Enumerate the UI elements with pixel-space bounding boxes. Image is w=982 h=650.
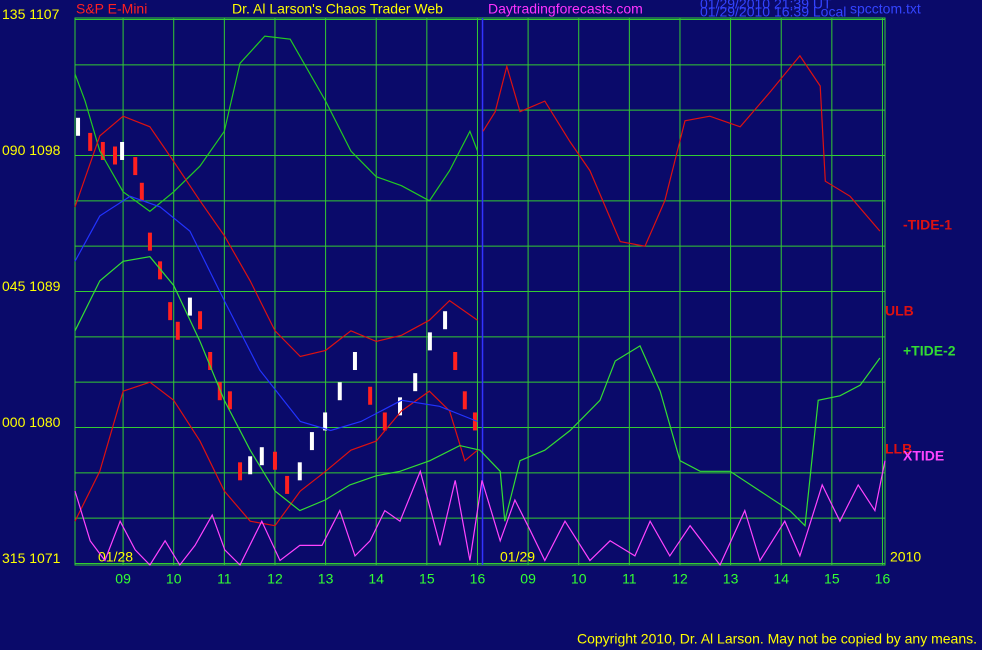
chart-title: Dr. Al Larson's Chaos Trader Web xyxy=(232,1,443,17)
timestamp: 01/29/2010 21:39 UT xyxy=(700,0,832,12)
x-tick-label: 10 xyxy=(571,571,587,587)
x-tick-label: 15 xyxy=(824,571,840,587)
copyright: Copyright 2010, Dr. Al Larson. May not b… xyxy=(577,631,977,647)
price-bar xyxy=(198,311,203,330)
price-bar xyxy=(238,462,243,481)
price-bar xyxy=(227,391,232,410)
price-bar xyxy=(248,456,253,475)
price-bar xyxy=(462,391,467,410)
price-bar xyxy=(208,352,213,371)
price-bar xyxy=(133,157,138,176)
price-bar xyxy=(187,297,192,316)
x-tick-label: 09 xyxy=(520,571,536,587)
y-tick-label: 315 1071 xyxy=(2,550,61,566)
x-tick-label: 13 xyxy=(723,571,739,587)
series-line xyxy=(74,35,479,213)
price-bar xyxy=(76,117,81,136)
price-bar xyxy=(337,382,342,401)
legend-label: +TIDE-2 xyxy=(903,343,956,359)
price-bar xyxy=(472,412,477,431)
y-tick-label: 090 1098 xyxy=(2,142,61,158)
price-bar xyxy=(285,475,290,494)
legend-label: XTIDE xyxy=(903,448,944,464)
price-bar xyxy=(112,146,117,165)
site: Daytradingforecasts.com xyxy=(488,1,643,17)
price-bar xyxy=(147,232,152,251)
price-bar xyxy=(352,352,357,371)
x-tick-label: 14 xyxy=(368,571,384,587)
x-tick-label: 12 xyxy=(672,571,688,587)
x-tick-label: 13 xyxy=(318,571,334,587)
x-tick-label: 16 xyxy=(875,571,891,587)
price-bar xyxy=(175,321,180,340)
date-label: 01/29 xyxy=(500,549,535,565)
series-line xyxy=(74,256,881,528)
price-bar xyxy=(120,141,125,160)
series-line xyxy=(74,381,478,527)
x-tick-label: 14 xyxy=(773,571,789,587)
legend-label: -TIDE-1 xyxy=(903,217,952,233)
price-bar xyxy=(100,141,105,160)
price-bar xyxy=(443,311,448,330)
y-tick-label: 135 1107 xyxy=(2,6,60,22)
date-label: 2010 xyxy=(890,549,921,565)
price-bar xyxy=(297,462,302,481)
instrument: S&P E-Mini xyxy=(76,1,147,17)
x-tick-label: 15 xyxy=(419,571,435,587)
x-tick-label: 11 xyxy=(217,571,232,587)
price-bar xyxy=(272,451,277,470)
price-bar xyxy=(413,373,418,392)
price-bar xyxy=(427,332,432,351)
series-line xyxy=(482,54,881,247)
x-tick-label: 16 xyxy=(470,571,486,587)
legend-label: LLB xyxy=(885,441,912,457)
price-bar xyxy=(309,432,314,451)
price-bar xyxy=(398,397,403,416)
price-bar xyxy=(368,386,373,405)
timestamp: 01/29/2010 16:39 Local xyxy=(700,4,846,20)
legend-label: ULB xyxy=(885,303,914,319)
x-tick-label: 10 xyxy=(166,571,182,587)
series-line xyxy=(74,460,886,567)
price-bar xyxy=(382,412,387,431)
price-bar xyxy=(158,261,163,280)
series-line xyxy=(74,115,478,358)
y-tick-label: 000 1080 xyxy=(2,414,61,430)
price-bar xyxy=(168,302,173,321)
price-bar xyxy=(88,132,93,151)
price-bar xyxy=(453,352,458,371)
date-label: 01/28 xyxy=(98,549,133,565)
price-bar xyxy=(259,447,264,466)
price-bar xyxy=(323,412,328,431)
file-name: spcctom.txt xyxy=(850,1,921,17)
y-tick-label: 045 1089 xyxy=(2,278,61,294)
price-bar xyxy=(217,382,222,401)
x-tick-label: 09 xyxy=(115,571,131,587)
price-bar xyxy=(139,182,144,201)
series-line xyxy=(74,195,478,432)
x-tick-label: 12 xyxy=(267,571,283,587)
x-tick-label: 11 xyxy=(622,571,637,587)
